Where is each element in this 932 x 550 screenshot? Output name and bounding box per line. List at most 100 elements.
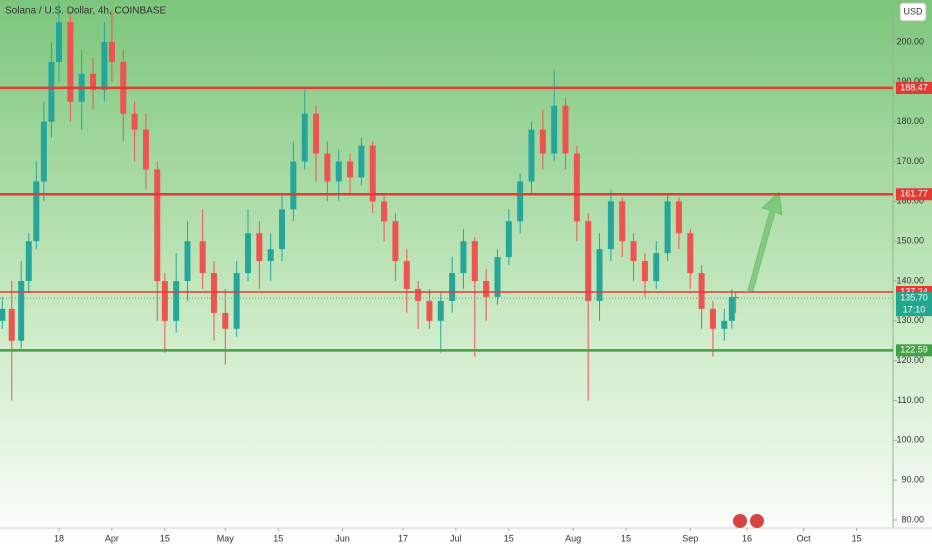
candle-body — [483, 281, 490, 297]
candle-body — [48, 61, 55, 122]
x-tick-label: 15 — [621, 533, 631, 543]
candle-body — [494, 257, 501, 297]
chart-title: Solana / U.S. Dollar, 4h, COINBASE — [5, 6, 167, 17]
candle-body — [279, 209, 286, 250]
candle-body — [709, 308, 716, 329]
y-tick-label: 180.00 — [896, 116, 924, 126]
candle-body — [324, 153, 331, 182]
candle-body — [161, 281, 168, 321]
y-tick-label: 110.00 — [897, 395, 924, 405]
candle-body — [551, 105, 558, 154]
candle-body — [0, 308, 6, 321]
x-tick-label: May — [217, 533, 235, 543]
currency[interactable]: USD — [903, 6, 923, 16]
candle-body — [33, 181, 40, 242]
x-tick-label: 18 — [54, 533, 64, 543]
candle-body — [108, 42, 115, 62]
level-label-bg — [896, 344, 932, 357]
candle-body — [101, 42, 108, 90]
candle-body — [415, 288, 422, 301]
y-tick-label: 190.00 — [896, 76, 924, 86]
candle-body — [449, 273, 456, 301]
candle-body — [256, 233, 263, 262]
candle-body — [369, 145, 376, 202]
candle-body — [358, 145, 365, 178]
currency-button[interactable] — [899, 2, 927, 22]
x-tick-label: Aug — [565, 533, 581, 543]
candle-body — [90, 73, 97, 90]
candle-body — [687, 233, 694, 274]
candle-body — [562, 105, 569, 154]
candle-body — [653, 253, 660, 281]
projection-arrow — [747, 190, 783, 292]
candle-body — [607, 201, 614, 250]
x-tick-label: 16 — [742, 533, 752, 543]
candle-body — [335, 161, 342, 182]
candle-body — [313, 113, 320, 154]
y-tick-label: 160.00 — [896, 196, 924, 206]
event-flag — [733, 514, 747, 528]
candle-body — [154, 169, 161, 281]
candle-body — [8, 308, 15, 341]
candle-body — [630, 241, 637, 262]
x-tick-label: Jun — [335, 533, 350, 543]
candle-body — [173, 281, 180, 321]
candle-body — [18, 281, 25, 341]
candle-body — [641, 261, 648, 281]
y-tick-label: 170.00 — [896, 156, 924, 166]
y-tick-label: 100.00 — [896, 435, 924, 445]
candle-body — [199, 241, 206, 274]
candle-body — [573, 153, 580, 222]
level-label: 137.24 — [900, 286, 928, 296]
candle-body — [25, 241, 32, 281]
x-tick-label: Apr — [105, 533, 119, 543]
candle-body — [290, 161, 297, 210]
level-label-bg — [896, 188, 932, 201]
y-tick-label: 80.00 — [901, 514, 924, 524]
level-label-bg — [896, 81, 932, 94]
candle-body — [619, 201, 626, 242]
candle-body — [40, 121, 47, 182]
candle-body — [347, 161, 354, 178]
level-label: 161.77 — [900, 189, 928, 199]
level-label: 122.59 — [900, 345, 928, 355]
candle-body — [131, 113, 138, 130]
candle-body — [539, 129, 546, 154]
candle-body — [184, 241, 191, 281]
candle-body — [596, 249, 603, 301]
y-tick-label: 150.00 — [896, 236, 924, 246]
candle-body — [426, 300, 433, 321]
candle-body — [675, 201, 682, 234]
candle-body — [210, 273, 217, 313]
y-tick-label: 200.00 — [896, 36, 924, 46]
candle-body — [728, 296, 735, 321]
candle-body — [403, 261, 410, 289]
last-price-label: 135.70 — [900, 293, 928, 303]
candle-body — [142, 129, 149, 170]
candle-body — [505, 221, 512, 258]
candle-body — [222, 312, 229, 329]
x-tick-label: Sep — [682, 533, 698, 543]
level-label: 188.47 — [900, 82, 928, 92]
y-tick-label: 140.00 — [896, 275, 924, 285]
candle-body — [301, 113, 308, 162]
candle-body — [460, 241, 467, 274]
y-tick-label: 90.00 — [901, 475, 924, 485]
event-flag — [750, 514, 764, 528]
candle-body — [732, 296, 739, 299]
last-price-bg — [896, 292, 932, 317]
y-tick-label: 130.00 — [896, 315, 924, 325]
candle-body — [471, 241, 478, 281]
candle-body — [56, 22, 62, 62]
x-tick-label: 17 — [398, 533, 408, 543]
candle-body — [664, 201, 671, 254]
candle-body — [528, 129, 535, 182]
candle-body — [721, 320, 728, 329]
candle-body — [437, 300, 444, 321]
candle-body — [245, 233, 251, 274]
candle-body — [392, 221, 399, 262]
y-tick-label: 120.00 — [896, 355, 924, 365]
candle-body — [517, 181, 524, 222]
